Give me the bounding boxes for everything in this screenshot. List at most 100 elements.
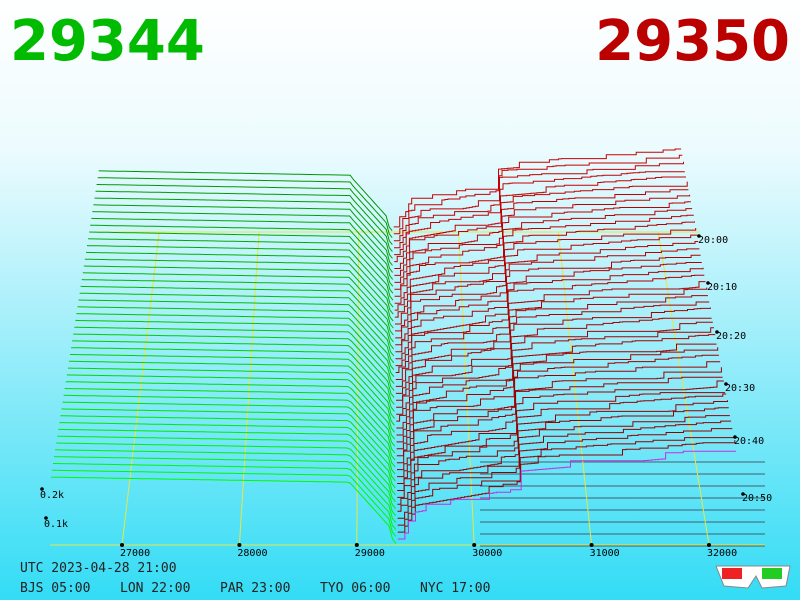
ask-curve: [397, 392, 725, 478]
ask-curve: [394, 176, 686, 256]
ask-curve: [395, 281, 706, 367]
volume-tick-label: 0.1k: [44, 519, 68, 530]
bid-curve: [96, 184, 393, 245]
bid-curve: [88, 238, 394, 301]
bid-curve: [67, 367, 395, 433]
zone-time: NYC 17:00: [420, 581, 490, 596]
zone-time: PAR 23:00: [220, 581, 290, 596]
bid-curve: [78, 299, 395, 364]
price-tick-label: 32000: [707, 548, 737, 559]
ask-curve: [397, 420, 732, 512]
ask-curve: [395, 295, 708, 380]
ask-curve: [396, 334, 716, 422]
tick-dot: [237, 543, 242, 547]
vol-dot: [44, 516, 48, 520]
ask-curve: [397, 440, 736, 533]
bid-curve: [90, 224, 394, 287]
ask-curve: [395, 307, 711, 394]
ask-curve: [397, 415, 730, 505]
ask-curve: [395, 241, 699, 325]
bid-curve: [59, 422, 396, 489]
ask-curve: [394, 228, 697, 311]
volume-tick-label: 0.2k: [40, 490, 64, 501]
bid-curve: [75, 319, 395, 384]
price-tick-label: 28000: [237, 548, 267, 559]
axis-labels: 27000 28000 29000 30000 31000 32000 0.2k 0.1k 20…: [40, 234, 772, 559]
time-dot: [724, 382, 728, 386]
time-tick-label: 20:50: [742, 493, 772, 504]
ask-curve: [397, 393, 727, 484]
ask-curve: [394, 189, 689, 269]
bid-curve: [98, 170, 393, 232]
glasses-icon: [715, 565, 791, 589]
ask-curve: [394, 214, 694, 297]
bid-curve: [95, 190, 393, 252]
time-tick-label: 20:10: [707, 282, 737, 293]
ask-curve: [394, 201, 691, 283]
ask-curve: [396, 361, 721, 450]
ask-curve: [396, 327, 714, 415]
ask-curve: [396, 321, 713, 408]
bid-curve: [70, 354, 395, 419]
time-tick-label: 20:00: [698, 235, 728, 246]
bid-curve: [91, 217, 394, 280]
ask-curve: [396, 343, 717, 429]
tick-dot: [589, 543, 594, 547]
lens-red: [722, 568, 742, 579]
bid-curve: [61, 408, 396, 475]
ask-curve: [395, 287, 708, 373]
ask-curve: [395, 248, 700, 332]
ask-curve: [396, 347, 719, 436]
time-dot: [733, 435, 737, 439]
bid-curve: [56, 442, 396, 510]
ask-curve: [394, 181, 688, 263]
ask-curve: [397, 407, 729, 498]
bid-curve: [72, 340, 395, 405]
ask-curve: [397, 428, 733, 519]
time-tick-label: 20:30: [725, 383, 755, 394]
time-tick-label: 20:20: [716, 331, 746, 342]
bid-curve: [81, 279, 394, 343]
ask-curve: [394, 194, 691, 276]
price-tick-label: 30000: [472, 548, 502, 559]
bid-curve: [74, 326, 395, 391]
bid-curve: [57, 435, 396, 503]
grid-line: [238, 231, 260, 546]
ask-curve: [397, 400, 728, 491]
time-dot: [741, 492, 745, 496]
zone-time: BJS 05:00: [20, 581, 90, 596]
bid-curve: [58, 428, 396, 496]
bid-curve: [51, 469, 397, 537]
bid-curve: [94, 197, 393, 259]
ask-curve: [393, 148, 682, 228]
time-tick-label: 20:40: [734, 436, 764, 447]
ask-curve: [395, 274, 705, 360]
ask-curve: [395, 267, 704, 353]
price-tick-label: 27000: [120, 548, 150, 559]
ask-price: 29350: [595, 9, 790, 74]
zone-time: TYO 06:00: [320, 581, 390, 596]
bid-price: 29344: [10, 9, 205, 74]
ask-curve: [393, 161, 684, 242]
zone-time: LON 22:00: [120, 581, 190, 596]
grid-line: [557, 231, 593, 546]
ask-curve: [393, 154, 683, 235]
bid-curve: [64, 388, 396, 454]
lens-green: [762, 568, 782, 579]
price-tick-label: 31000: [590, 548, 620, 559]
ask-curve: [396, 376, 723, 464]
ask-curve: [394, 234, 698, 318]
time-dot: [715, 330, 719, 334]
ask-curve: [396, 354, 719, 443]
ask-curve: [396, 367, 722, 457]
bid-curve: [53, 456, 397, 523]
price-tick-label: 29000: [355, 548, 385, 559]
bid-curve: [76, 313, 395, 378]
time-dot: [706, 281, 710, 285]
depth-curves: [50, 148, 736, 544]
bid-curve: [86, 245, 394, 308]
bid-curve: [93, 204, 393, 266]
